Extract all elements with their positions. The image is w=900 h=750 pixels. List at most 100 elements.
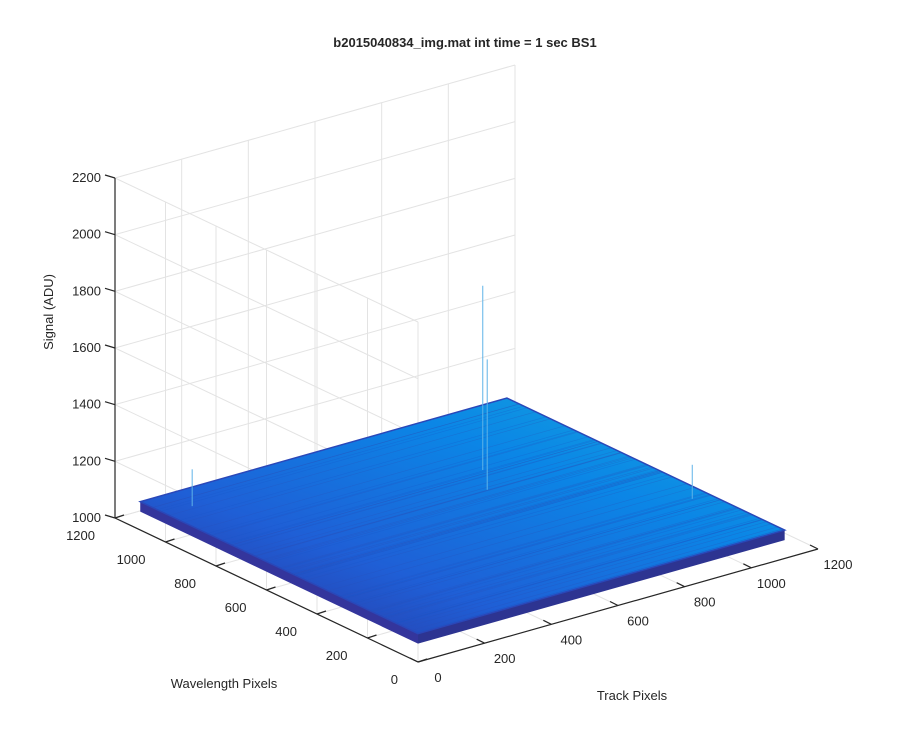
chart-title: b2015040834_img.mat int time = 1 sec BS1 [333,35,596,50]
surface-texture-line [296,471,663,577]
surface-texture-line [198,425,566,530]
surface-texture-line [294,471,662,576]
surface-texture-line [305,476,673,581]
surface-texture-line [371,507,738,612]
x-tick-mark [476,638,485,644]
grid-line-back-wall-signal [114,234,419,380]
z-tick-mark [104,344,116,349]
grid-line-back-wall-signal [114,177,419,323]
surface-texture-line [294,470,661,576]
surface-texture-line [234,442,602,547]
surface-texture-line [235,443,603,548]
surface-texture-line [342,494,710,599]
y-tick-mark [215,562,226,567]
y-tick-label: 1200 [66,528,95,543]
x-tick-mark [409,657,419,663]
surface-texture-line [395,519,763,624]
surface-front-edge-wavelength [140,501,418,644]
surface-texture-line [384,513,752,619]
tick-layer: 0 200 400 600 800 1000 1200 0 200 400 600 800 1000 12… [66,170,852,687]
z-tick-label: 1800 [72,283,101,298]
surface-texture-line [291,469,659,574]
surface-texture-line [380,511,747,617]
surface-texture-line [301,474,669,579]
surface-texture-line [231,441,599,546]
surface-texture-line [254,451,622,557]
surface-texture-line [244,447,612,552]
x-tick-label: 200 [494,651,516,666]
x-tick-mark [743,563,752,569]
surface-texture-line [292,470,660,575]
z-tick-mark [104,174,116,179]
surface-texture-line [152,403,520,508]
x-tick-mark [809,544,819,550]
z-tick-label: 1000 [72,510,101,525]
surface-texture-line [265,457,633,562]
surface-texture-line [404,523,772,628]
x-axis-label: Track Pixels [597,688,668,703]
surface-texture-line [411,526,778,631]
surface-texture-line [152,403,520,508]
surface-texture-line [415,528,783,633]
surface-texture-line [351,498,719,603]
y-tick-mark [266,586,276,591]
surface-texture-line [320,483,688,588]
surface-texture-line [160,407,528,512]
x-tick-label: 0 [434,670,441,685]
surface-texture-line [385,514,753,619]
x-tick-mark [609,600,619,607]
x-tick-label: 1200 [824,557,853,572]
z-tick-label: 2000 [72,227,101,242]
surface-texture-line [168,411,536,516]
x-tick-label: 600 [627,614,649,629]
z-tick-mark [104,514,116,519]
grid-line-side-wall-signal [114,234,516,349]
surface-texture-line [250,450,618,555]
y-tick-label: 800 [174,576,196,591]
x-tick-mark [676,582,685,588]
y-tick-label: 400 [275,624,297,639]
surface-layer [138,285,787,644]
surface-texture-line [395,518,763,624]
surface-texture-line [227,439,595,544]
z-tick-mark [104,231,116,236]
y-tick-mark [316,610,327,615]
grid-line-back-wall-signal [114,290,419,436]
surface-texture-line [372,508,740,613]
surface-texture-line [179,416,547,521]
x-tick-label: 800 [694,595,716,610]
z-tick-label: 1600 [72,340,101,355]
surface-texture-line [358,501,725,606]
surface-texture-line [263,456,631,561]
surface-texture-line [254,452,622,557]
y-tick-label: 1000 [117,552,146,567]
grid-line-side-wall-signal [114,177,516,292]
surface-texture-line [157,405,524,510]
grid-line-side-wall-signal [114,64,516,179]
surface-texture-line [210,431,578,536]
surface-texture-line [296,471,664,577]
surface-texture-line [268,458,636,564]
surface-texture-line [415,528,783,634]
surface-texture-line [228,439,596,545]
surface-texture-line [292,470,660,575]
surface-texture-line [328,487,695,592]
surface-texture-line [221,436,589,541]
z-tick-mark [104,457,116,462]
grid-line-side-wall-signal [114,347,516,462]
surface-texture-line [262,455,630,560]
x-tick-label: 1000 [757,576,786,591]
surface-texture-line [279,463,647,569]
z-tick-label: 2200 [72,170,101,185]
y-tick-mark [165,538,175,543]
surface-texture-line [400,521,767,626]
surface-top [138,397,787,635]
surface-texture-line [344,494,712,600]
y-tick-mark [114,514,125,519]
surface-texture-line [396,519,763,624]
x-tick-mark [543,619,552,625]
y-tick-mark [367,634,377,639]
surface-texture-line [285,466,652,571]
z-tick-mark [104,287,116,292]
